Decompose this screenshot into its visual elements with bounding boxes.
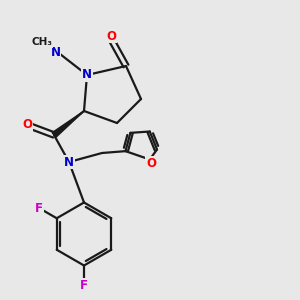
Text: O: O (106, 29, 116, 43)
Text: F: F (80, 279, 88, 292)
Text: CH₃: CH₃ (32, 37, 52, 47)
Text: N: N (50, 46, 61, 59)
Text: N: N (64, 155, 74, 169)
Text: N: N (82, 68, 92, 82)
Text: F: F (35, 202, 43, 215)
Text: O: O (146, 157, 156, 169)
Text: O: O (22, 118, 32, 131)
Polygon shape (52, 111, 84, 137)
